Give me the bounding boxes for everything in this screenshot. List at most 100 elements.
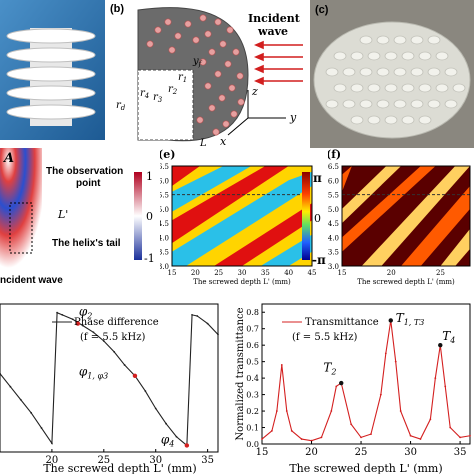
T2-label: T2 xyxy=(323,361,336,377)
bump xyxy=(333,83,347,93)
y-tick-2: 4.0 xyxy=(160,234,169,242)
series-point-6 xyxy=(56,311,58,314)
hole-1 xyxy=(214,18,222,26)
series-point-13 xyxy=(123,364,126,366)
series-point-5 xyxy=(51,442,53,445)
wave-label: wave xyxy=(257,25,288,38)
bump xyxy=(427,35,441,45)
series-line xyxy=(0,311,219,447)
series-point-12 xyxy=(113,350,116,353)
legend-param: (f = 5.5 kHz) xyxy=(292,332,357,343)
rd-label: rd xyxy=(116,100,126,112)
y-tick-7: 6.5 xyxy=(160,163,169,171)
series-point-13 xyxy=(360,436,362,439)
cb-amp-bottom: -1 xyxy=(144,252,155,265)
y-tick-7: 0.7 xyxy=(246,325,259,334)
y-tick-4: 5.0 xyxy=(328,206,339,214)
heatmap-band-2 xyxy=(342,166,436,252)
panel-f-heatmap: 3.03.54.04.55.05.56.06.5152025f (kHz)The… xyxy=(328,148,474,288)
series-point-16 xyxy=(154,407,157,410)
hole-22 xyxy=(164,18,172,26)
series-point-23 xyxy=(217,333,219,336)
bump xyxy=(342,67,356,77)
incident-wave-label: ncident wave xyxy=(0,275,63,286)
series-point-8 xyxy=(71,318,74,321)
series-point-10 xyxy=(92,331,95,334)
bump xyxy=(418,83,432,93)
bump xyxy=(359,35,373,45)
series-point-10 xyxy=(335,385,338,388)
bump xyxy=(444,99,458,109)
y-tick-6: 6.0 xyxy=(160,177,169,185)
bump xyxy=(367,115,381,125)
bump xyxy=(342,99,356,109)
series-point-6 xyxy=(300,438,303,440)
series-point-4 xyxy=(40,427,43,429)
bump xyxy=(359,99,373,109)
bump xyxy=(350,83,364,93)
observation-label-2: point xyxy=(76,178,101,189)
heatmap-band-0 xyxy=(172,166,200,186)
point-A: A xyxy=(2,151,14,166)
colorbar-amplitude: 1 0 -1 xyxy=(130,168,166,268)
bump xyxy=(401,83,415,93)
series-point-3 xyxy=(30,411,33,414)
hole-11 xyxy=(199,58,207,66)
series-point-12 xyxy=(350,423,353,426)
series-point-1 xyxy=(9,385,12,388)
Lprime-label: L' xyxy=(57,208,68,221)
panel-label: (f) xyxy=(328,148,341,161)
marker-1 xyxy=(132,373,138,379)
bump xyxy=(435,51,449,61)
sample-photo: (c) xyxy=(310,0,474,148)
series-point-9 xyxy=(330,410,333,412)
panel-b-label: (b) xyxy=(110,3,124,15)
L-label: L xyxy=(199,138,207,148)
x-tick-0: 15 xyxy=(338,269,347,277)
series-point-7 xyxy=(61,313,64,316)
hole-21 xyxy=(212,128,220,136)
hole-2 xyxy=(226,26,234,34)
hole-13 xyxy=(228,84,236,92)
y-tick-6: 6.0 xyxy=(328,177,339,185)
heatmap-band-4 xyxy=(214,203,312,266)
series-point-5 xyxy=(290,429,293,432)
series-point-23 xyxy=(434,377,437,380)
x-tick-2: 30 xyxy=(149,455,162,466)
x-tick-2: 25 xyxy=(436,269,445,277)
y-tick-7: 6.5 xyxy=(328,163,339,171)
heatmap-frame xyxy=(341,165,471,267)
hole-5 xyxy=(219,40,227,48)
y-tick-1: 3.5 xyxy=(328,249,339,257)
x-tick-1: 20 xyxy=(191,269,200,277)
plot-frame xyxy=(261,303,471,445)
y-tick-5: 0.5 xyxy=(246,358,259,367)
y-tick-0: 0.0 xyxy=(246,440,259,449)
phi4-label: φ4 xyxy=(161,432,175,448)
y-tick-6: 0.6 xyxy=(246,341,259,350)
y-tick-2: 0.2 xyxy=(246,407,259,416)
series-point-4 xyxy=(285,410,288,412)
hole-23 xyxy=(174,32,182,40)
x-tick-1: 20 xyxy=(305,447,318,458)
bump xyxy=(350,51,364,61)
cb-phase-bottom: -π xyxy=(312,253,326,267)
field-map: A The observation point L' The helix's t… xyxy=(0,148,123,286)
y-tick-0: 3.0 xyxy=(328,263,339,271)
r1-label: r1 xyxy=(178,72,187,84)
y-tick-3: 4.5 xyxy=(160,220,169,228)
panel-e-heatmap: 3.03.54.04.55.05.56.06.515202530354045f … xyxy=(160,148,320,288)
schematic-drawing: (b) Incident wave yf r1 r2 r3 r4 rd L z … xyxy=(110,3,303,148)
panel-h-chart: 15 20 25 30 35 0.0 0.1 0.2 0.3 0.4 0.5 0.6 0.7 0.8 (h)… xyxy=(230,296,474,474)
plot-frame xyxy=(0,303,219,453)
observation-label-1: The observation xyxy=(46,166,123,177)
bump xyxy=(427,99,441,109)
y-tick-8: 0.8 xyxy=(246,308,259,317)
y-tick-3: 4.5 xyxy=(328,220,339,228)
y-tick-2: 4.0 xyxy=(328,234,339,242)
series-point-25 xyxy=(444,385,447,388)
hole-18 xyxy=(208,104,216,112)
series-point-20 xyxy=(409,434,412,437)
series-point-1 xyxy=(271,429,273,432)
bump xyxy=(401,115,415,125)
